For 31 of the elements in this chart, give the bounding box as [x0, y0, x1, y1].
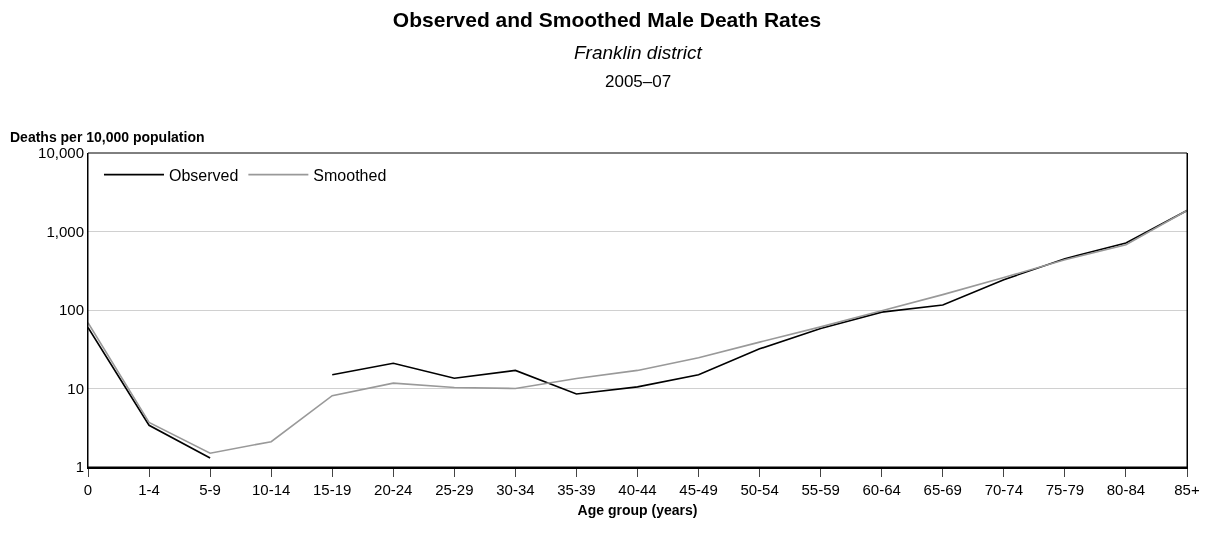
- legend-label: Observed: [168, 166, 239, 184]
- x-tick-label: 10-14: [251, 481, 291, 498]
- legend-label: Smoothed: [313, 166, 387, 184]
- x-tick-label: 80-84: [1106, 481, 1146, 498]
- x-tick-label: 30-34: [496, 481, 535, 498]
- x-tick-label: 75-79: [1045, 481, 1085, 498]
- y-tick-label: 1,000: [46, 222, 84, 240]
- y-tick-label: 10,000: [38, 144, 84, 162]
- x-tick-label: 85+: [1174, 481, 1200, 498]
- x-tick-label: 35-39: [557, 481, 596, 498]
- x-tick-label: 60-64: [862, 481, 901, 498]
- x-tick-label: 40-44: [618, 481, 657, 498]
- y-tick-label: 100: [58, 301, 84, 319]
- y-tick-label: 1: [75, 458, 84, 476]
- x-tick-label: 1-4: [138, 481, 160, 498]
- chart-subtitle: Franklin district: [574, 42, 703, 63]
- x-tick-label: 45-49: [679, 481, 718, 498]
- y-axis-title: Deaths per 10,000 population: [10, 129, 205, 145]
- x-tick-label: 65-69: [923, 481, 962, 498]
- y-tick-label: 10: [67, 379, 84, 397]
- chart-title: Observed and Smoothed Male Death Rates: [392, 7, 822, 31]
- x-tick-label: 15-19: [313, 481, 352, 498]
- x-tick-label: 50-54: [740, 481, 779, 498]
- x-tick-label: 70-74: [984, 481, 1024, 498]
- text: 2005–07: [605, 72, 672, 91]
- x-axis-title: Age group (years): [577, 501, 698, 518]
- x-tick-label: 0: [83, 481, 93, 498]
- x-tick-label: 55-59: [801, 481, 840, 498]
- x-tick-label: 5-9: [199, 481, 221, 498]
- x-tick-label: 25-29: [435, 481, 474, 498]
- x-tick-label: 20-24: [374, 481, 413, 498]
